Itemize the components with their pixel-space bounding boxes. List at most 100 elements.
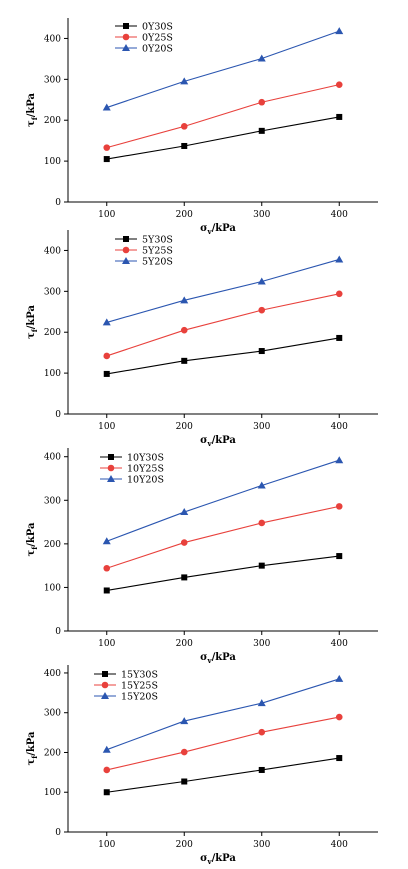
data-point xyxy=(258,348,265,355)
legend-label: 15Y25S xyxy=(121,681,158,692)
y-tick-label: 100 xyxy=(44,788,61,798)
data-point xyxy=(180,717,189,725)
legend-marker xyxy=(102,671,108,677)
y-axis-title: τf/kPa xyxy=(26,522,39,557)
data-point xyxy=(103,789,110,796)
y-tick-label: 0 xyxy=(55,198,61,208)
data-point xyxy=(103,587,110,594)
data-point xyxy=(258,98,266,106)
data-point xyxy=(336,755,343,762)
data-point xyxy=(103,370,110,377)
x-tick-label: 300 xyxy=(253,210,270,220)
x-tick-label: 100 xyxy=(98,840,115,850)
series-15Y30S xyxy=(103,755,343,796)
y-tick-label: 400 xyxy=(44,669,61,679)
data-point xyxy=(180,508,189,516)
legend-label: 10Y30S xyxy=(127,453,164,464)
series-line xyxy=(106,30,340,109)
x-axis-title: σv/kPa xyxy=(200,223,236,236)
data-point xyxy=(103,352,111,360)
legend-marker xyxy=(123,23,129,29)
series-5Y20S xyxy=(102,255,344,326)
x-tick-label: 200 xyxy=(176,422,193,432)
x-tick-label: 400 xyxy=(331,422,348,432)
legend-marker xyxy=(122,33,130,41)
data-point xyxy=(103,564,111,572)
data-point xyxy=(257,481,266,489)
data-point xyxy=(257,54,266,62)
series-5Y25S xyxy=(103,290,343,360)
legend-marker xyxy=(108,454,114,460)
data-point xyxy=(258,519,266,527)
y-tick-label: 300 xyxy=(44,709,61,719)
series-10Y25S xyxy=(103,503,343,572)
data-point xyxy=(258,728,266,736)
data-point xyxy=(335,503,343,510)
legend-label: 15Y20S xyxy=(121,692,158,703)
legend-label: 5Y20S xyxy=(142,257,173,268)
data-point xyxy=(258,306,266,314)
chart-panel-1: 0 100 200 300 400 100 200 300 400 σv/kPa τf/kPa 0Y3… xyxy=(26,18,378,236)
y-tick-label: 300 xyxy=(44,287,61,297)
series-line xyxy=(106,555,340,592)
y-tick-label: 200 xyxy=(44,540,61,550)
data-point xyxy=(335,674,344,682)
series-line xyxy=(106,716,340,771)
data-point xyxy=(181,142,188,149)
legend-marker xyxy=(101,681,109,689)
x-tick-label: 100 xyxy=(98,422,115,432)
data-point xyxy=(336,553,343,560)
data-point xyxy=(180,296,189,304)
data-point xyxy=(180,539,188,546)
x-tick-label: 300 xyxy=(253,639,270,649)
data-point xyxy=(180,123,188,130)
series-line xyxy=(106,757,340,793)
series-line xyxy=(106,337,340,375)
data-point xyxy=(102,103,111,111)
y-tick-label: 400 xyxy=(44,246,61,256)
legend-label: 10Y20S xyxy=(127,475,164,486)
y-tick-label: 300 xyxy=(44,75,61,85)
y-tick-label: 200 xyxy=(44,116,61,126)
y-tick-label: 400 xyxy=(44,453,61,463)
y-tick-label: 200 xyxy=(44,328,61,338)
x-tick-label: 200 xyxy=(176,210,193,220)
x-tick-label: 400 xyxy=(331,840,348,850)
x-axis-title: σv/kPa xyxy=(200,652,236,665)
chart-panel-2: 0 100 200 300 400 100 200 300 400 σv/kPa τf/kPa 5Y3… xyxy=(26,230,378,448)
x-tick-label: 300 xyxy=(253,840,270,850)
y-tick-label: 400 xyxy=(44,34,61,44)
x-tick-label: 100 xyxy=(98,639,115,649)
data-point xyxy=(335,255,344,263)
data-point xyxy=(102,318,111,326)
legend-marker xyxy=(107,475,115,482)
x-tick-label: 300 xyxy=(253,422,270,432)
series-line xyxy=(106,116,340,160)
data-point xyxy=(258,562,265,569)
legend-label: 15Y30S xyxy=(121,670,158,681)
legend-label: 0Y30S xyxy=(142,22,173,33)
data-point xyxy=(180,77,189,85)
y-axis-title: τf/kPa xyxy=(26,304,39,339)
data-point xyxy=(336,334,343,341)
chart-panel-3: 0 100 200 300 400 100 200 300 400 σv/kPa τf/kPa 10Y… xyxy=(26,448,378,665)
legend-marker xyxy=(122,44,130,51)
series-line xyxy=(106,459,340,542)
data-point xyxy=(257,699,266,707)
data-point xyxy=(180,748,188,756)
series-10Y20S xyxy=(102,456,344,545)
x-tick-label: 100 xyxy=(98,210,115,220)
data-point xyxy=(335,713,343,721)
y-tick-label: 0 xyxy=(55,828,61,838)
y-axis-title: τf/kPa xyxy=(26,92,39,127)
data-point xyxy=(336,113,343,120)
series-10Y30S xyxy=(103,553,343,594)
x-tick-label: 400 xyxy=(331,639,348,649)
series-0Y30S xyxy=(103,113,343,163)
series-0Y25S xyxy=(103,81,343,151)
legend-label: 5Y25S xyxy=(142,246,173,257)
legend-marker xyxy=(123,236,129,242)
data-point xyxy=(103,766,111,774)
y-tick-label: 0 xyxy=(55,627,61,637)
